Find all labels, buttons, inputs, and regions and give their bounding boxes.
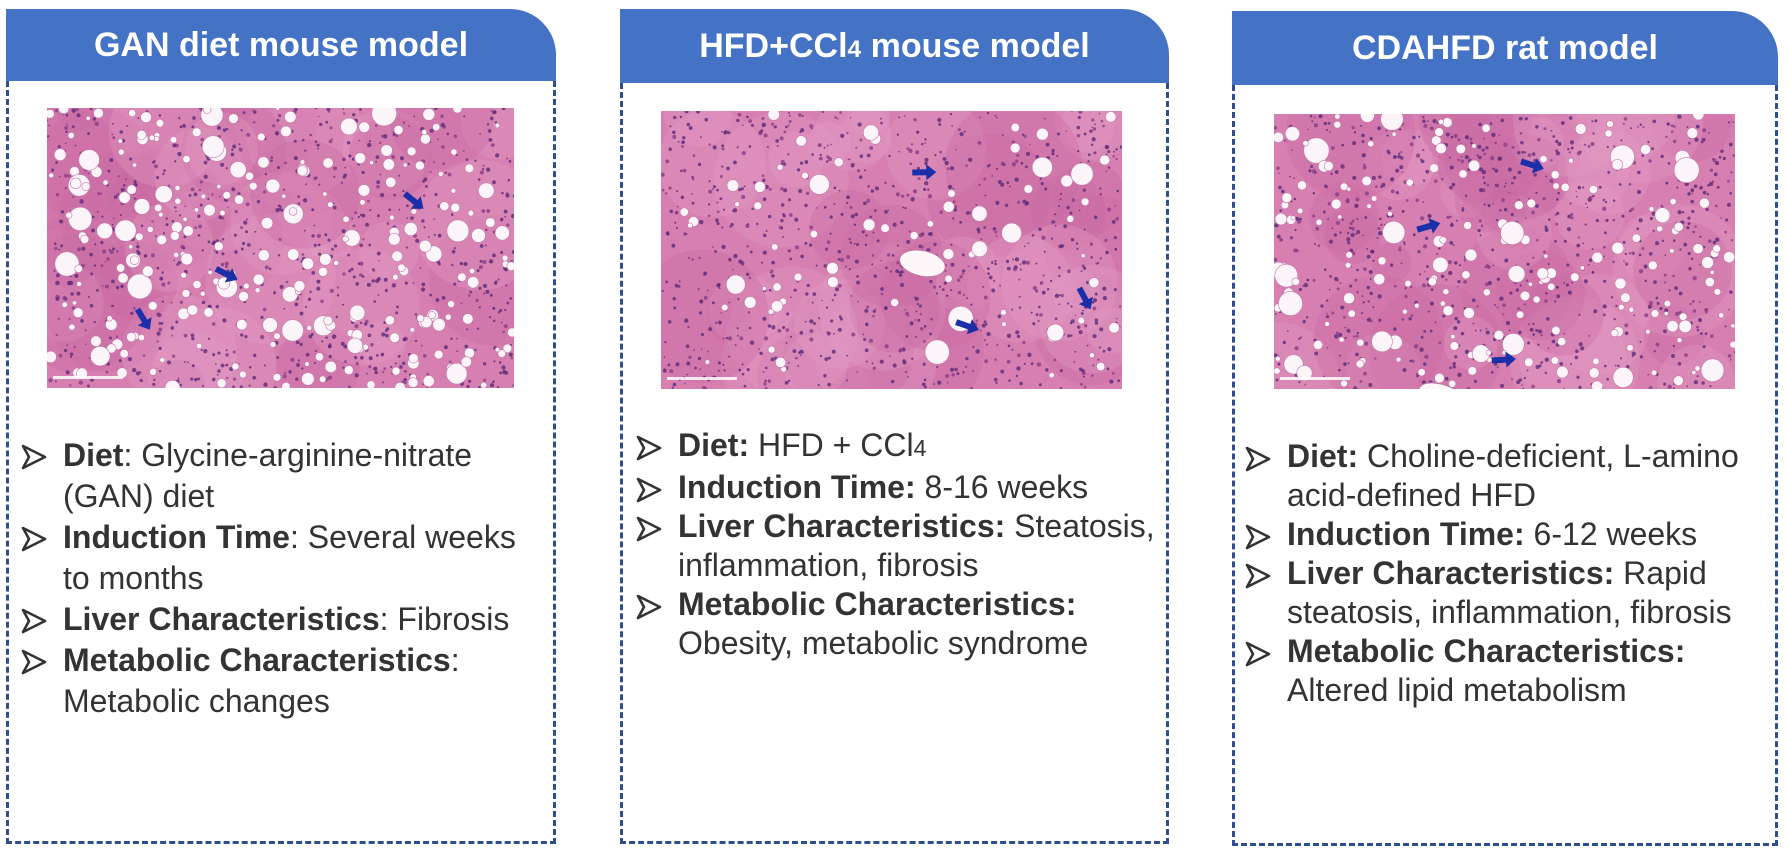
bullet-term: Induction Time: bbox=[1287, 516, 1525, 552]
arrow-bullet-icon bbox=[18, 599, 58, 640]
arrow-bullet-icon bbox=[1242, 515, 1282, 556]
bullet-item-diet: Diet: Glycine-arginine-nitrate (GAN) die… bbox=[18, 435, 548, 517]
arrow-bullet-icon bbox=[18, 640, 58, 681]
panel-title: CDAHFD rat model bbox=[1232, 11, 1778, 85]
arrow-bullet-icon bbox=[633, 585, 673, 626]
arrow-bullet-icon bbox=[18, 435, 58, 476]
panel-gan-mouse-model: GAN diet mouse model Diet: Glycine-argin… bbox=[6, 9, 556, 844]
panel-dashed-box bbox=[620, 83, 1169, 844]
bullet-term: Diet: bbox=[1287, 438, 1359, 474]
panel-dashed-box bbox=[6, 81, 556, 844]
bullet-text: Several weeks to months bbox=[63, 519, 516, 596]
bullet-text: Rapid steatosis, inflammation, fibrosis bbox=[1287, 555, 1732, 630]
bullet-item-induction-time: Induction Time: 8-16 weeks bbox=[633, 468, 1163, 507]
panel-cdahfd-rat-model: CDAHFD rat model Diet: Choline-deficient… bbox=[1232, 11, 1778, 846]
bullet-text: HFD + CCl bbox=[749, 427, 914, 463]
bullet-text: Obesity, metabolic syndrome bbox=[678, 625, 1089, 661]
histology-svg bbox=[661, 111, 1122, 389]
panel-title-text: CDAHFD rat model bbox=[1351, 28, 1659, 67]
bullet-item-induction-time: Induction Time: 6-12 weeks bbox=[1242, 515, 1778, 554]
histology-image-cdahfd bbox=[1274, 114, 1735, 389]
arrow-bullet-icon bbox=[1242, 437, 1282, 478]
bullet-term: Induction Time: bbox=[678, 469, 916, 505]
arrow-bullet-icon bbox=[1242, 554, 1282, 595]
bullet-item-induction-time: Induction Time: Several weeks to months bbox=[18, 517, 548, 599]
bullet-list: Diet: Choline-deficient, L-amino acid-de… bbox=[1242, 437, 1778, 710]
bullet-term: Metabolic Characteristics: bbox=[678, 586, 1077, 622]
bullet-item-liver-characteristics: Liver Characteristics: Fibrosis bbox=[18, 599, 548, 640]
panel-title-text: HFD+CCl4 mouse model bbox=[699, 26, 1090, 65]
panel-dashed-box bbox=[1232, 85, 1778, 846]
bullet-text: 6-12 weeks bbox=[1524, 516, 1698, 552]
bullet-item-diet: Diet: HFD + CCl4 bbox=[633, 426, 1163, 468]
bullet-term: Liver Characteristics: bbox=[678, 508, 1006, 544]
bullet-text: 8-16 weeks bbox=[915, 469, 1089, 505]
bullet-list: Diet: Glycine-arginine-nitrate (GAN) die… bbox=[18, 435, 548, 722]
panel-title-text: GAN diet mouse model bbox=[93, 25, 469, 64]
bullet-item-liver-characteristics: Liver Characteristics: Rapid steatosis, … bbox=[1242, 554, 1778, 632]
bullet-text: Metabolic changes bbox=[63, 683, 330, 719]
bullet-term: Metabolic Characteristics bbox=[63, 642, 451, 678]
histology-svg bbox=[1274, 114, 1735, 389]
arrow-bullet-icon bbox=[633, 507, 673, 548]
bullet-item-diet: Diet: Choline-deficient, L-amino acid-de… bbox=[1242, 437, 1778, 515]
bullet-text: Glycine-arginine-nitrate (GAN) diet bbox=[63, 437, 473, 514]
arrow-bullet-icon bbox=[633, 426, 673, 467]
panel-title: GAN diet mouse model bbox=[6, 9, 556, 81]
bullet-term: Liver Characteristics: bbox=[1287, 555, 1615, 591]
panel-hfd-ccl4-mouse-model: HFD+CCl4 mouse model Diet: HFD + CCl4 In… bbox=[620, 9, 1169, 844]
histology-svg bbox=[47, 108, 514, 388]
panel-title: HFD+CCl4 mouse model bbox=[620, 9, 1169, 83]
bullet-term: Diet: bbox=[678, 427, 750, 463]
bullet-text: Altered lipid metabolism bbox=[1287, 672, 1627, 708]
bullet-term: Liver Characteristics bbox=[63, 601, 380, 637]
bullet-item-metabolic-characteristics: Metabolic Characteristics: Metabolic cha… bbox=[18, 640, 548, 722]
arrow-bullet-icon bbox=[633, 468, 673, 509]
bullet-item-metabolic-characteristics: Metabolic Characteristics: Obesity, meta… bbox=[633, 585, 1163, 663]
histology-image-hfd-ccl4 bbox=[661, 111, 1122, 389]
bullet-text: Fibrosis bbox=[388, 601, 510, 637]
bullet-item-metabolic-characteristics: Metabolic Characteristics: Altered lipid… bbox=[1242, 632, 1778, 710]
bullet-text: Steatosis, inflammation, fibrosis bbox=[678, 508, 1155, 583]
histology-image-gan bbox=[47, 108, 514, 388]
bullet-term: Diet bbox=[63, 437, 124, 473]
bullet-list: Diet: HFD + CCl4 Induction Time: 8-16 we… bbox=[633, 426, 1163, 663]
bullet-text: Choline-deficient, L-amino acid-defined … bbox=[1287, 438, 1739, 513]
bullet-item-liver-characteristics: Liver Characteristics: Steatosis, inflam… bbox=[633, 507, 1163, 585]
bullet-term: Induction Time bbox=[63, 519, 290, 555]
arrow-bullet-icon bbox=[1242, 632, 1282, 673]
bullet-term: Metabolic Characteristics: bbox=[1287, 633, 1686, 669]
arrow-bullet-icon bbox=[18, 517, 58, 558]
